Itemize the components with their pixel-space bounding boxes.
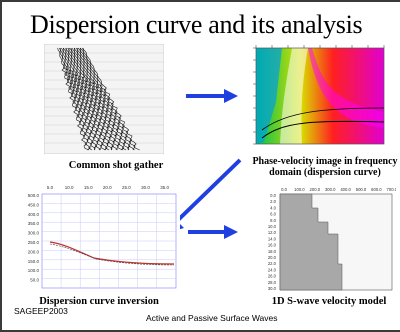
left-tick-label: 400.0 [28,212,40,217]
top-tick-label: 200.0 [310,187,321,192]
left-tick-label: 2.0 [270,199,276,204]
seismic-trace [71,47,118,151]
seismic-trace [82,47,140,151]
left-tick-label: 250.0 [28,240,40,245]
left-tick-label: 24.0 [268,267,277,272]
left-tick-label: 6.0 [270,212,276,217]
velocity-model-plot: 0.0 100.0 200.0 300.0 400.0 500.0 600.0 700.0 0… [250,184,396,292]
seismic-trace [79,47,131,151]
arrow-right-icon [186,89,238,103]
left-tick-label: 100.0 [28,268,40,273]
top-tick-label: 5.0 [47,185,54,190]
top-tick-label: 700.0 [387,187,396,192]
slide-title: Dispersion curve and its analysis [30,10,363,39]
left-tick-label: 500.0 [28,193,40,198]
seismic-trace [63,47,101,151]
footer-subtitle: Active and Passive Surface Waves [146,313,278,323]
left-tick-label: 300.0 [28,231,40,236]
inversion-plot: 5.0 10.0 15.0 20.0 25.0 30.0 35.0 500.0 450.0 40… [16,180,180,292]
left-tick-label: 150.0 [28,259,40,264]
seismic-trace [57,47,89,151]
seismic-trace [77,47,127,151]
top-tick-label: 400.0 [340,187,351,192]
frame-top-line [0,0,400,2]
arrow-right-icon [188,225,238,239]
velocity-model-caption: 1D S-wave velocity model [271,296,387,307]
left-tick-label: 30.0 [268,286,277,291]
left-tick-label: 14.0 [268,236,277,241]
left-tick-label: 0.0 [270,193,276,198]
top-tick-label: 300.0 [325,187,336,192]
inversion-caption: Dispersion curve inversion [39,296,159,307]
frame-bottom-line [0,330,400,332]
top-tick-label: 600.0 [371,187,382,192]
seismic-trace [74,47,123,151]
left-tick-label: 350.0 [28,221,40,226]
shot-gather-plot [44,44,164,154]
top-tick-label: 100.0 [294,187,305,192]
left-tick-label: 12.0 [268,230,277,235]
left-tick-label: 26.0 [268,274,277,279]
shot-gather-caption: Common shot gather [68,160,164,171]
top-tick-label: 0.0 [281,187,287,192]
left-tick-label: 20.0 [268,255,277,260]
left-tick-label: 50.0 [30,278,39,283]
top-tick-label: 30.0 [141,185,150,190]
top-tick-label: 500.0 [356,187,367,192]
top-tick-label: 35.0 [160,185,169,190]
left-tick-label: 10.0 [268,224,277,229]
top-tick-label: 25.0 [122,185,131,190]
frame-left-line [0,0,2,332]
top-tick-label: 10.0 [65,185,74,190]
seismic-trace [60,47,93,151]
phase-velocity-caption-1: Phase-velocity image in frequency [252,156,398,167]
left-tick-label: 450.0 [28,202,40,207]
top-tick-label: 15.0 [84,185,93,190]
seismic-trace [73,47,119,151]
left-tick-label: 8.0 [270,218,276,223]
left-tick-label: 28.0 [268,280,277,285]
seismic-trace [79,47,135,151]
left-tick-label: 4.0 [270,205,276,210]
seismic-trace [71,47,114,151]
seismic-trace [65,47,106,151]
left-tick-label: 200.0 [28,249,40,254]
footer-source: SAGEEP2003 [14,306,68,316]
left-tick-label: 22.0 [268,261,277,266]
left-tick-label: 16.0 [268,243,277,248]
top-tick-label: 20.0 [103,185,112,190]
phase-velocity-caption-2: domain (dispersion curve) [269,167,381,178]
seismic-trace [68,48,110,151]
seismic-trace [62,47,98,151]
left-tick-label: 18.0 [268,249,277,254]
phase-velocity-image [253,45,385,145]
